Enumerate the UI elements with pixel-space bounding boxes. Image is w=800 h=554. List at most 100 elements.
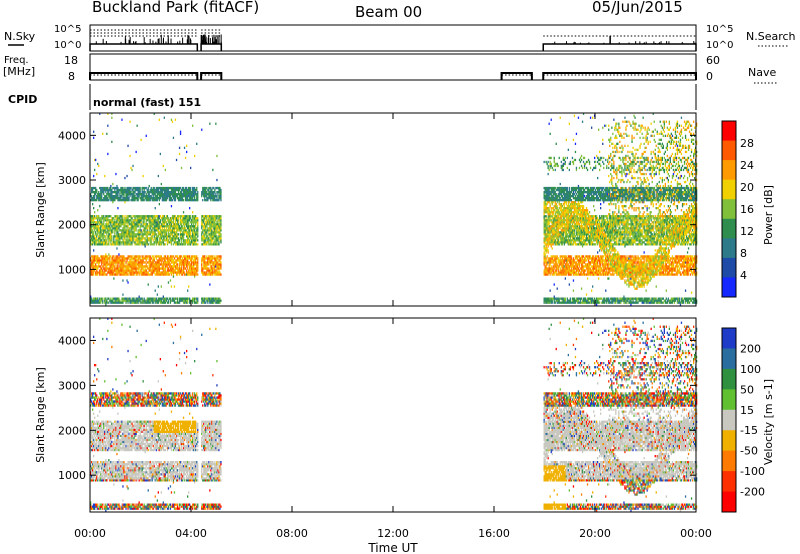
power-cell [95,191,97,194]
power-cell [91,273,93,276]
power-cell [129,243,131,246]
power-cell [101,188,103,192]
power-cell [218,199,220,202]
power-cell [98,215,100,218]
power-cell [90,273,92,276]
power-cell [104,174,106,178]
power-cell [187,259,189,262]
power-cell [556,201,558,204]
power-cell [155,191,157,194]
power-cell [94,261,96,264]
power-cell [164,229,166,232]
power-cell [130,223,132,226]
power-cell [128,255,130,258]
power-cell [97,301,99,304]
power-cell [102,191,104,194]
power-cell [566,233,568,236]
power-cell [197,225,199,228]
power-cell [165,197,168,200]
power-cell [124,201,126,204]
power-cell [104,273,106,276]
power-cell [114,223,116,226]
power-cell [149,227,151,230]
power-cell [165,237,168,240]
power-cell [143,227,145,230]
power-cell [110,195,112,198]
power-cell [567,263,569,266]
power-cell [122,261,124,264]
power-cell [125,241,127,244]
power-cell [107,229,109,232]
power-cell [150,229,152,232]
power-cell [91,221,93,224]
power-cell [176,255,179,258]
power-cell [142,261,144,264]
power-cell [113,259,115,262]
power-cell [116,301,118,304]
power-cell [112,195,114,198]
power-cell [142,243,144,246]
power-cell [92,186,94,190]
power-cell [130,231,132,234]
power-cell [94,211,96,214]
power-cell [154,219,156,222]
power-cell [104,239,106,242]
power-cell [141,225,143,228]
power-cell [139,263,141,266]
power-cell [151,199,153,202]
power-cell [143,188,145,192]
power-cell [90,295,92,298]
power-cell [133,301,135,304]
power-cell [131,221,133,224]
power-cell [182,186,185,190]
power-cell [566,261,568,264]
power-cell [137,225,139,228]
power-cell [190,231,192,234]
power-cell [136,124,138,127]
power-cell [149,273,151,276]
power-cell [165,188,168,192]
power-cell [571,156,574,160]
power-cell [99,301,101,304]
power-cell [98,241,100,244]
power-cell [92,235,94,238]
power-cell [163,197,165,200]
power-cell [152,271,154,274]
power-cell [135,188,137,192]
power-cell [138,295,140,298]
power-cell [143,241,145,244]
power-cell [214,267,216,270]
power-cell [125,267,127,270]
power-cell [146,241,148,244]
power-cell [133,193,135,196]
power-cell [90,233,92,236]
power-cell [546,203,548,206]
power-cell [126,265,128,268]
power-cell [165,235,168,238]
power-cell [135,297,137,300]
power-cell [119,221,121,224]
power-cell [111,273,113,276]
power-cell [144,261,146,264]
power-cell [99,237,101,240]
power-cell [206,186,208,190]
power-cell [546,225,548,228]
power-cell [147,217,149,220]
power-cell [566,186,568,190]
power-cell [138,193,140,196]
power-cell [218,243,220,246]
power-cell [163,233,165,236]
power-cell [103,265,105,268]
power-cell [103,217,105,220]
power-cell [124,227,126,230]
power-cell [161,193,163,196]
power-cell [145,134,147,137]
power-cell [129,301,131,304]
power-cell [160,233,162,236]
power-cell [214,197,216,200]
power-cell [120,261,122,264]
power-cell [148,299,150,302]
power-cell [142,233,144,236]
power-cell [159,188,161,192]
